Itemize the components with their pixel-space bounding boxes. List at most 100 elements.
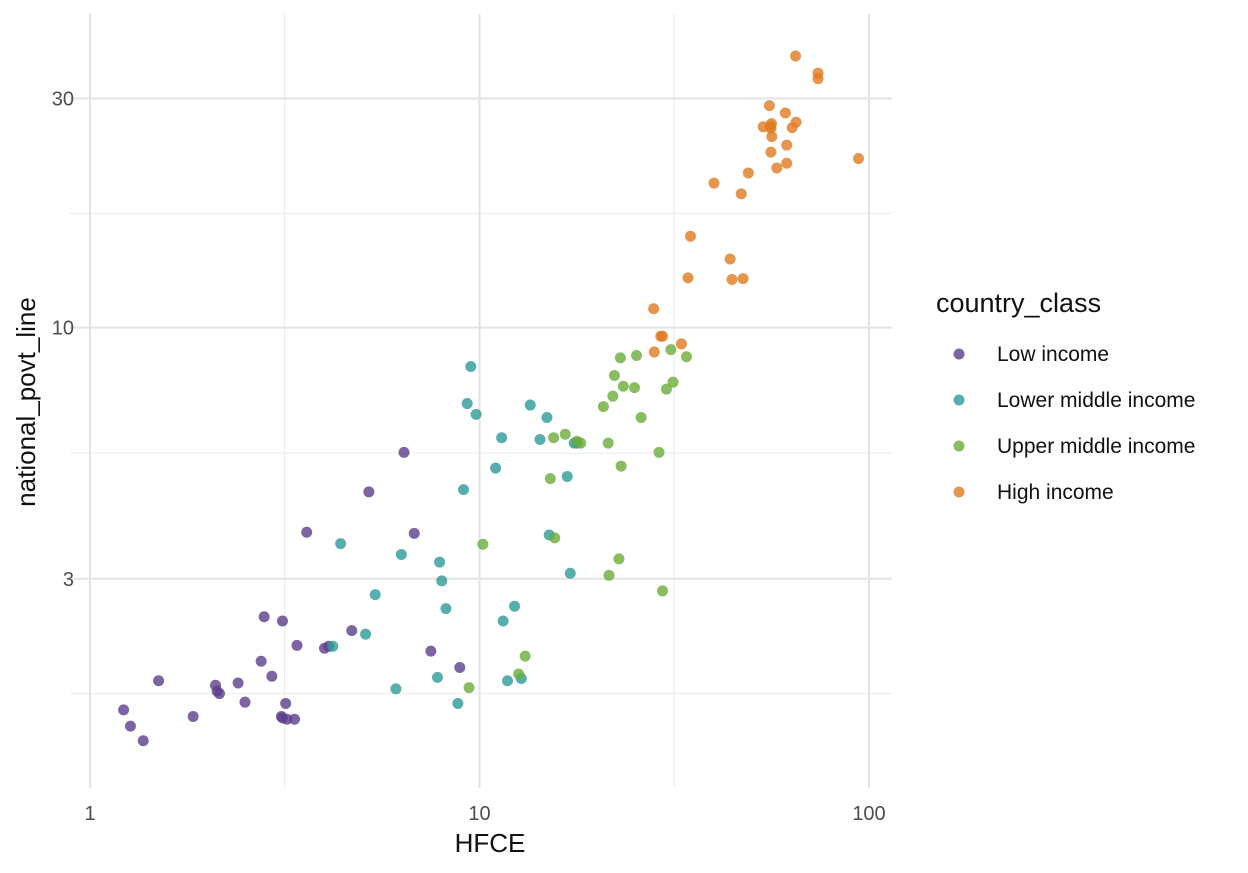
data-point-low-income — [425, 645, 437, 657]
legend-key-lower-middle-income — [953, 394, 965, 406]
data-point-high-income — [737, 273, 749, 285]
data-point-lower-middle-income — [434, 556, 446, 568]
data-point-high-income — [726, 273, 738, 285]
legend-title: country_class — [936, 288, 1101, 318]
legend-label-upper-middle-income: Upper middle income — [997, 435, 1195, 458]
data-point-high-income — [790, 116, 802, 128]
data-point-low-income — [291, 639, 303, 651]
data-point-low-income — [346, 625, 358, 637]
legend-key-low-income — [953, 348, 965, 360]
y-tick-label: 30 — [52, 89, 74, 111]
legend: country_class Low income Lower middle inc… — [936, 288, 1195, 504]
data-point-upper-middle-income — [544, 473, 556, 485]
y-tick-label: 3 — [63, 569, 74, 591]
data-point-lower-middle-income — [440, 603, 452, 615]
data-point-lower-middle-income — [431, 671, 443, 683]
data-point-high-income — [790, 50, 802, 62]
data-point-high-income — [779, 107, 791, 119]
data-point-upper-middle-income — [653, 446, 665, 458]
data-point-lower-middle-income — [501, 675, 513, 687]
data-point-low-income — [276, 615, 288, 627]
data-point-low-income — [137, 735, 149, 747]
data-point-lower-middle-income — [470, 408, 482, 420]
legend-key-upper-middle-income — [953, 440, 965, 452]
data-point-lower-middle-income — [509, 600, 521, 612]
data-point-high-income — [742, 167, 754, 179]
x-tick-label: 100 — [852, 803, 885, 825]
data-point-low-income — [363, 486, 375, 498]
legend-items: Low income Lower middle income Upper middl… — [953, 343, 1195, 504]
data-point-upper-middle-income — [513, 668, 525, 680]
data-point-lower-middle-income — [436, 575, 448, 587]
data-point-high-income — [812, 73, 824, 85]
data-point-low-income — [280, 697, 292, 709]
legend-key-high-income — [953, 486, 965, 498]
data-point-upper-middle-income — [667, 376, 679, 388]
data-point-high-income — [771, 162, 783, 174]
data-point-lower-middle-income — [561, 470, 573, 482]
data-point-upper-middle-income — [575, 437, 587, 449]
data-point-low-income — [281, 713, 293, 725]
data-point-upper-middle-income — [656, 585, 668, 597]
data-point-lower-middle-income — [452, 697, 464, 709]
data-points — [118, 50, 865, 747]
data-point-low-income — [213, 688, 225, 700]
data-point-lower-middle-income — [564, 567, 576, 579]
data-point-upper-middle-income — [613, 553, 625, 565]
y-axis-title: national_povt_line — [11, 297, 41, 507]
data-point-lower-middle-income — [497, 615, 509, 627]
data-point-high-income — [724, 253, 736, 265]
data-point-upper-middle-income — [631, 350, 643, 362]
data-point-low-income — [118, 704, 130, 716]
data-point-high-income — [781, 139, 793, 151]
data-point-high-income — [763, 100, 775, 112]
data-point-upper-middle-income — [549, 532, 561, 544]
data-point-lower-middle-income — [360, 628, 372, 640]
data-point-upper-middle-income — [628, 382, 640, 394]
minor-gridlines — [70, 14, 892, 788]
data-point-lower-middle-income — [465, 361, 477, 373]
data-point-upper-middle-income — [665, 344, 677, 356]
data-point-low-income — [289, 713, 301, 725]
data-point-upper-middle-income — [559, 428, 571, 440]
data-point-high-income — [648, 346, 660, 358]
x-tick-label: 1 — [84, 803, 95, 825]
data-point-lower-middle-income — [369, 589, 381, 601]
data-point-high-income — [735, 188, 747, 200]
data-point-upper-middle-income — [635, 412, 647, 424]
data-point-upper-middle-income — [614, 352, 626, 364]
data-point-high-income — [766, 131, 778, 143]
data-point-upper-middle-income — [548, 432, 560, 444]
x-tick-label: 10 — [468, 803, 490, 825]
data-point-high-income — [765, 146, 777, 158]
data-point-low-income — [398, 446, 410, 458]
data-point-upper-middle-income — [660, 383, 672, 395]
data-point-upper-middle-income — [597, 401, 609, 413]
legend-label-low-income: Low income — [997, 343, 1109, 366]
data-point-low-income — [239, 696, 251, 708]
data-point-high-income — [708, 177, 720, 189]
data-point-low-income — [408, 527, 420, 539]
data-point-low-income — [301, 526, 313, 538]
data-point-upper-middle-income — [602, 437, 614, 449]
legend-label-lower-middle-income: Lower middle income — [997, 389, 1195, 412]
data-point-upper-middle-income — [608, 370, 620, 382]
x-axis-tick-labels: 1 10 100 — [84, 803, 885, 825]
data-point-low-income — [266, 670, 278, 682]
data-point-upper-middle-income — [607, 390, 619, 402]
data-point-lower-middle-income — [395, 549, 407, 561]
data-point-low-income — [258, 611, 270, 623]
data-point-high-income — [853, 153, 865, 165]
data-point-low-income — [187, 710, 199, 722]
data-point-high-income — [682, 272, 694, 284]
data-point-lower-middle-income — [327, 640, 339, 652]
data-point-low-income — [255, 655, 267, 667]
data-point-high-income — [675, 338, 687, 350]
data-point-low-income — [153, 675, 165, 687]
data-point-high-income — [656, 330, 668, 342]
data-point-upper-middle-income — [519, 650, 531, 662]
data-point-low-income — [454, 662, 466, 674]
data-point-lower-middle-income — [524, 399, 536, 411]
